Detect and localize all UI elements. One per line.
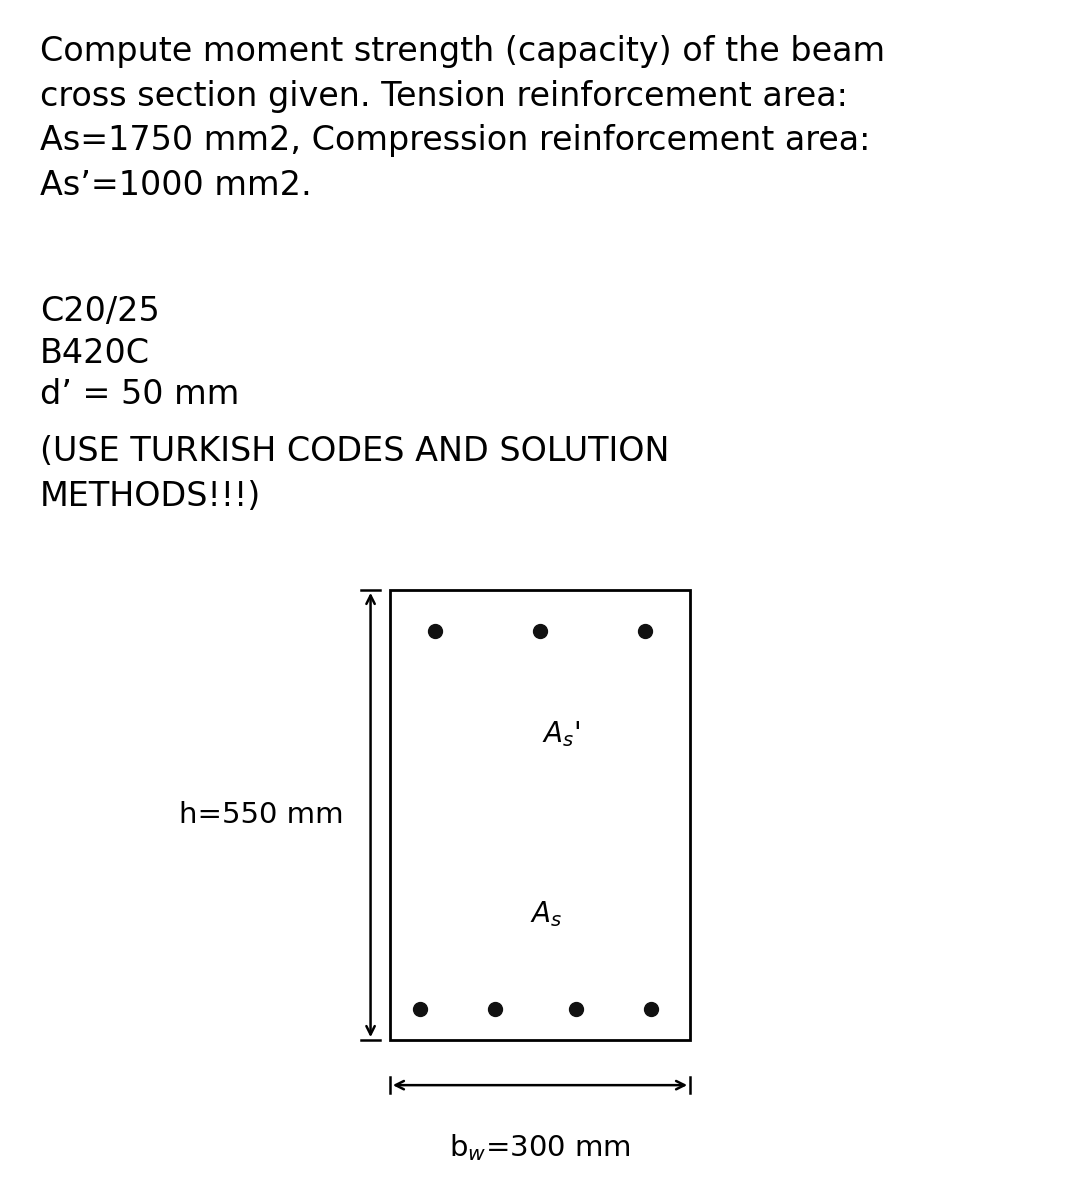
Bar — [390, 590, 690, 1040]
Text: h=550 mm: h=550 mm — [179, 801, 343, 829]
Text: A$_s$: A$_s$ — [530, 899, 563, 929]
Point — [567, 999, 584, 1018]
Text: C20/25: C20/25 — [40, 295, 160, 328]
Text: Compute moment strength (capacity) of the beam
cross section given. Tension rein: Compute moment strength (capacity) of th… — [40, 34, 886, 202]
Point — [636, 621, 653, 640]
Point — [486, 999, 503, 1018]
Point — [411, 999, 429, 1018]
Point — [427, 621, 444, 640]
Text: A$_s$': A$_s$' — [542, 719, 580, 748]
Text: B420C: B420C — [40, 337, 150, 369]
Text: d’ = 50 mm: d’ = 50 mm — [40, 378, 240, 411]
Point — [531, 621, 549, 640]
Point — [643, 999, 660, 1018]
Text: b$_w$=300 mm: b$_w$=300 mm — [449, 1132, 631, 1163]
Text: (USE TURKISH CODES AND SOLUTION
METHODS!!!): (USE TURKISH CODES AND SOLUTION METHODS!… — [40, 435, 670, 513]
